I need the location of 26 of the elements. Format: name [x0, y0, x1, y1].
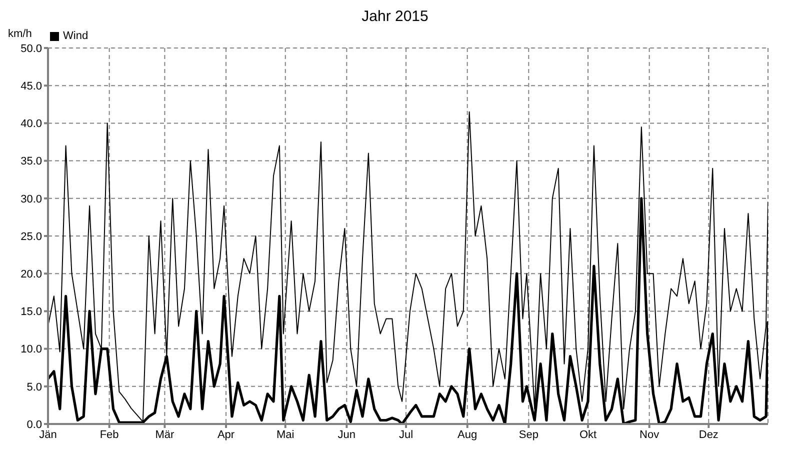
y-tick-label: 35.0	[20, 156, 42, 168]
legend-label: Wind	[62, 30, 88, 42]
x-tick-label: Okt	[579, 428, 597, 441]
y-tick-label: 0.0	[26, 418, 42, 431]
y-tick-label: 15.0	[20, 306, 42, 318]
y-tick-label: 40.0	[20, 118, 42, 130]
x-tick-label: Mai	[276, 428, 294, 441]
x-tick-label: Dez	[698, 428, 718, 441]
x-tick-label: Nov	[640, 428, 660, 441]
chart-title: Jahr 2015	[360, 8, 430, 25]
x-tick-label: Aug	[458, 428, 478, 441]
y-tick-label: 10.0	[20, 344, 42, 356]
x-tick-label: Jän	[39, 428, 57, 441]
y-tick-label: 20.0	[20, 268, 42, 281]
y-tick-label: 5.0	[26, 381, 42, 394]
x-tick-label: Feb	[100, 428, 119, 441]
x-tick-label: Jun	[338, 428, 356, 441]
y-axis-title: km/h	[8, 28, 32, 40]
x-tick-label: Jul	[398, 428, 414, 441]
x-tick-label: Mär	[155, 428, 175, 441]
x-tick-label: Apr	[217, 428, 235, 441]
y-tick-label: 30.0	[20, 193, 42, 206]
x-tick-label: Sep	[518, 428, 538, 441]
y-tick-label: 25.0	[20, 230, 42, 243]
y-tick-label: 45.0	[20, 80, 42, 93]
y-tick-label: 50.0	[20, 42, 42, 55]
